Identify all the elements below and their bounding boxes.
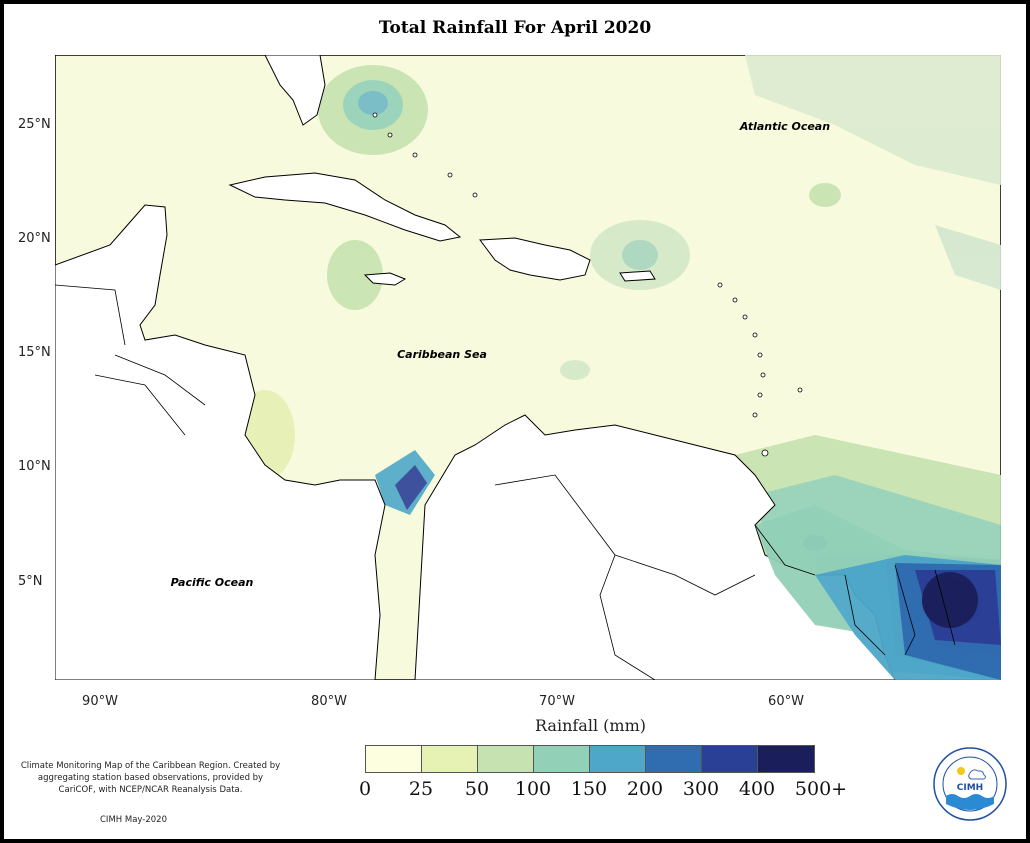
pacific-ocean-label: Pacific Ocean xyxy=(171,576,254,589)
sun-icon xyxy=(957,767,965,775)
lat-label-5n: 5°N xyxy=(18,574,43,589)
lat-label-25n: 25°N xyxy=(18,117,51,132)
hispaniola-landmass xyxy=(479,237,591,281)
lon-label-60w: 60°W xyxy=(768,694,804,709)
legend-tick-7: 400 xyxy=(738,778,776,800)
caribbean-sea-label: Caribbean Sea xyxy=(397,348,487,361)
jamaica-landmass xyxy=(363,272,407,286)
legend-swatch-7 xyxy=(758,746,814,772)
legend-title: Rainfall (mm) xyxy=(535,716,646,735)
cuba-landmass xyxy=(228,172,462,242)
legend-swatch-5 xyxy=(646,746,702,772)
cimh-logo-text: CIMH xyxy=(957,783,983,793)
lat-label-10n: 10°N xyxy=(18,459,51,474)
map-description: Climate Monitoring Map of the Caribbean … xyxy=(20,761,281,795)
map-credit: CIMH May-2020 xyxy=(100,815,167,825)
rainfall-map: Atlantic Ocean Caribbean Sea Pacific Oce… xyxy=(55,55,1001,680)
legend-tick-8: 500+ xyxy=(794,778,848,800)
legend-tick-6: 300 xyxy=(682,778,720,800)
legend-swatch-6 xyxy=(702,746,758,772)
cloud-icon xyxy=(968,769,986,780)
lesser-antilles xyxy=(372,112,803,457)
atlantic-ocean-label: Atlantic Ocean xyxy=(739,120,830,133)
legend-colorbar xyxy=(365,745,815,773)
legend-tick-3: 100 xyxy=(514,778,552,800)
lon-label-90w: 90°W xyxy=(82,694,118,709)
legend-tick-0: 0 xyxy=(358,778,372,800)
waves-icon xyxy=(946,794,994,810)
map-title: Total Rainfall For April 2020 xyxy=(378,18,652,38)
lon-label-80w: 80°W xyxy=(311,694,347,709)
lat-label-20n: 20°N xyxy=(18,231,51,246)
cimh-logo: CIMH xyxy=(932,746,1008,822)
rainfall-map-svg: Atlantic Ocean Caribbean Sea Pacific Oce… xyxy=(55,55,1001,680)
florida-landmass xyxy=(264,55,326,126)
legend-swatch-1 xyxy=(422,746,478,772)
legend-swatch-0 xyxy=(366,746,422,772)
central-america-landmass xyxy=(55,204,386,680)
legend-swatch-3 xyxy=(534,746,590,772)
legend-tick-2: 50 xyxy=(464,778,490,800)
lon-label-70w: 70°W xyxy=(539,694,575,709)
legend-tick-5: 200 xyxy=(626,778,664,800)
land-masses xyxy=(55,55,896,680)
borders xyxy=(55,284,956,680)
legend-swatch-4 xyxy=(590,746,646,772)
puerto-rico-landmass xyxy=(619,270,656,282)
lat-label-15n: 15°N xyxy=(18,345,51,360)
legend-tick-1: 25 xyxy=(408,778,434,800)
legend-swatch-2 xyxy=(478,746,534,772)
legend-tick-4: 150 xyxy=(570,778,608,800)
cimh-logo-svg: CIMH xyxy=(933,747,1007,821)
rainfall-over-guianas xyxy=(755,505,1001,680)
